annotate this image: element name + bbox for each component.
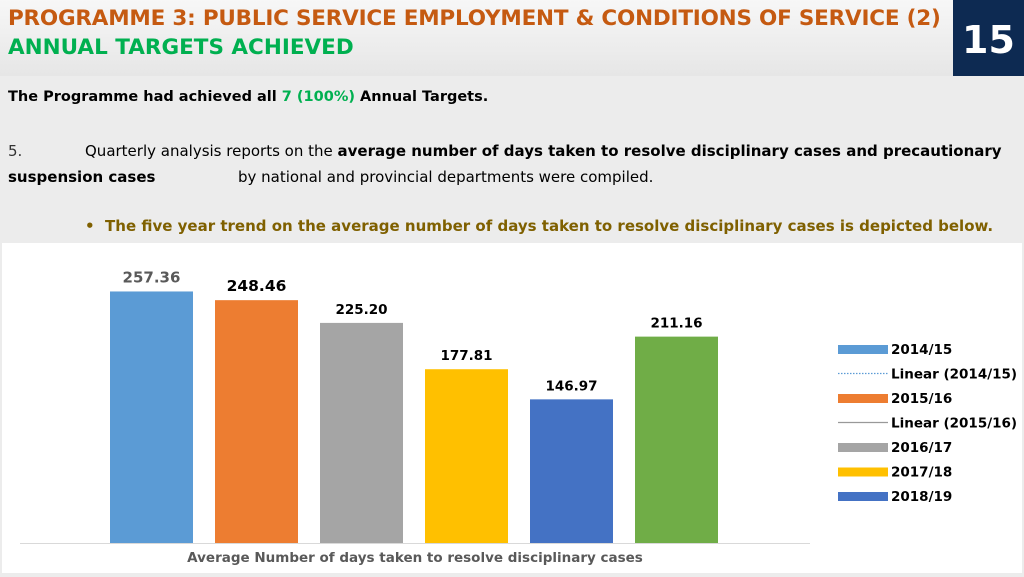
- bullet-point: • The five year trend on the average num…: [85, 217, 993, 235]
- bar-3: [320, 322, 403, 543]
- data-label-6: 211.16: [650, 316, 702, 332]
- bar-6: [635, 336, 718, 543]
- slide-subtitle: ANNUAL TARGETS ACHIEVED: [8, 35, 354, 60]
- slide-header: PROGRAMME 3: PUBLIC SERVICE EMPLOYMENT &…: [0, 0, 1024, 76]
- legend-label-5: 2016/17: [891, 440, 952, 456]
- chart-panel: 257.36 248.46 225.20 177.81 146.97 211.16 Aver…: [2, 243, 1022, 573]
- legend-swatch-5: [838, 443, 888, 452]
- bullet-icon: •: [85, 217, 106, 235]
- summary-highlight: 7 (100%): [281, 89, 355, 105]
- legend-label-7: 2018/19: [891, 489, 952, 505]
- paragraph-line1: Quarterly analysis reports on the averag…: [85, 142, 1002, 160]
- data-label-5: 146.97: [545, 378, 597, 394]
- bar-4: [425, 369, 508, 543]
- data-label-4: 177.81: [440, 348, 492, 364]
- summary-text-post: Annual Targets.: [354, 89, 489, 105]
- item-number: 5.: [8, 142, 23, 160]
- paragraph-text: Quarterly analysis reports on the: [85, 142, 338, 160]
- slide-title: PROGRAMME 3: PUBLIC SERVICE EMPLOYMENT &…: [8, 6, 941, 31]
- paragraph-bold-2: suspension cases: [8, 168, 156, 186]
- data-label-2: 248.46: [227, 277, 287, 295]
- legend-swatch-3: [838, 394, 888, 403]
- data-label-3: 225.20: [335, 302, 387, 318]
- paragraph-bold: average number of days taken to resolve …: [337, 142, 1002, 160]
- page-number: 15: [953, 0, 1024, 76]
- bar-2: [215, 300, 298, 543]
- bar-5: [530, 399, 613, 543]
- legend-label-4: Linear (2015/16): [891, 416, 1017, 432]
- legend-label-6: 2017/18: [891, 465, 952, 481]
- legend-label-3: 2015/16: [891, 391, 952, 407]
- x-axis-label: Average Number of days taken to resolve …: [187, 550, 643, 566]
- bar-chart: 257.36 248.46 225.20 177.81 146.97 211.16 Aver…: [20, 268, 1017, 566]
- legend-label-2: Linear (2014/15): [891, 367, 1017, 383]
- summary-text-pre: The Programme had achieved all: [8, 89, 282, 105]
- legend-swatch-6: [838, 467, 888, 477]
- legend-swatch-1: [838, 345, 888, 354]
- legend-swatch-7: [838, 492, 888, 501]
- bullet-text: The five year trend on the average numbe…: [105, 217, 994, 235]
- bar-1: [110, 291, 193, 543]
- data-label-1: 257.36: [123, 268, 181, 286]
- summary-line: The Programme had achieved all 7 (100%) …: [8, 89, 488, 105]
- paragraph-text-2: by national and provincial departments w…: [238, 168, 654, 186]
- legend-label-1: 2014/15: [891, 342, 952, 358]
